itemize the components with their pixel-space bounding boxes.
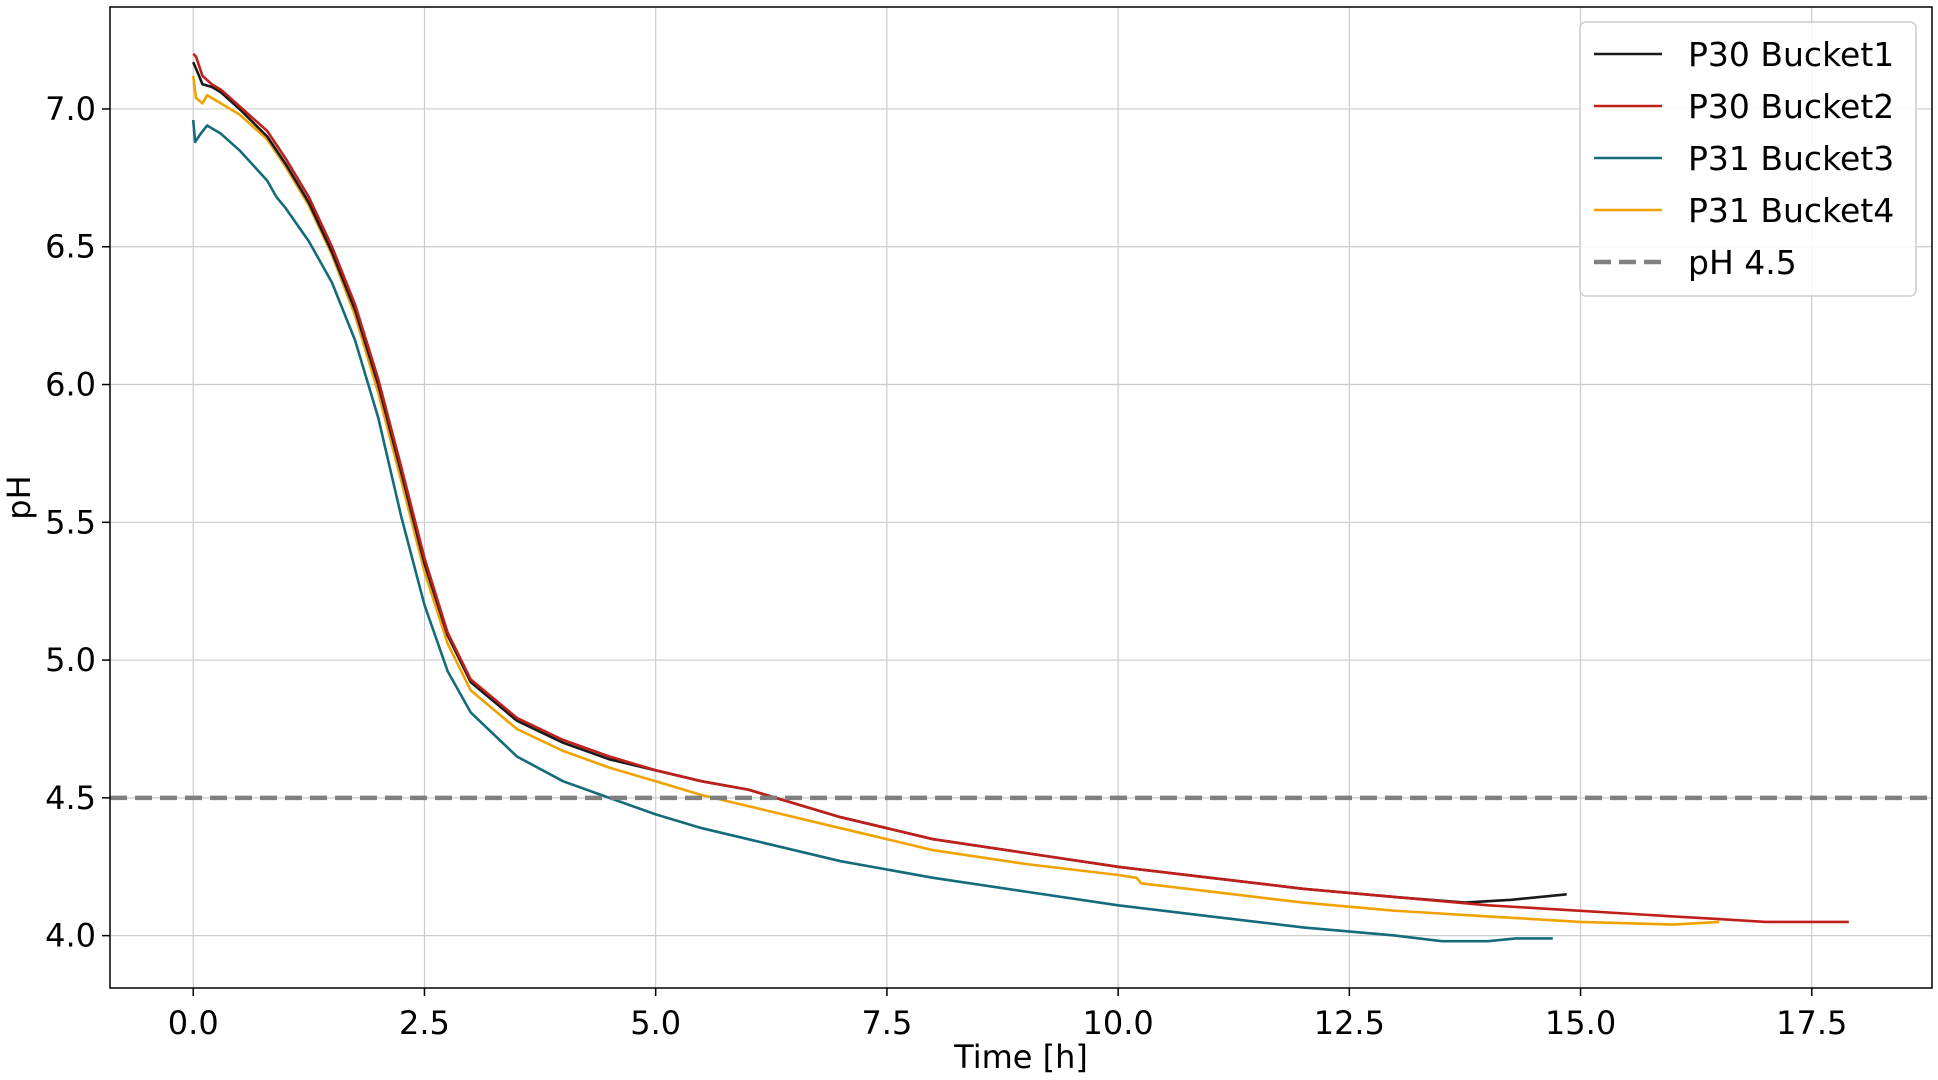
plot-frame xyxy=(109,6,1933,989)
legend-label: P31 Bucket3 xyxy=(1688,139,1894,178)
series-line-p31-bucket4 xyxy=(191,75,1720,926)
legend-label: P31 Bucket4 xyxy=(1688,191,1894,230)
y-tick-label: 7.0 xyxy=(45,90,96,128)
x-tick-label: 15.0 xyxy=(1545,1004,1616,1042)
x-tick-label: 7.5 xyxy=(861,1004,912,1042)
x-axis-title: Time [h] xyxy=(953,1038,1088,1076)
legend: P30 Bucket1 P30 Bucket2 P31 Bucket3 P31 Buc… xyxy=(1579,21,1917,297)
x-tick-label: 0.0 xyxy=(168,1004,219,1042)
y-tick-label: 4.5 xyxy=(45,779,96,817)
y-tick-label: 6.0 xyxy=(45,366,96,404)
series-lines xyxy=(110,52,1932,943)
y-tick-label: 5.5 xyxy=(45,503,96,541)
y-tick-label: 6.5 xyxy=(45,228,96,266)
x-tick-label: 5.0 xyxy=(630,1004,681,1042)
x-tick-label: 2.5 xyxy=(399,1004,450,1042)
y-axis-title: pH xyxy=(0,475,38,519)
legend-label: pH 4.5 xyxy=(1688,243,1797,282)
legend-box xyxy=(1579,21,1917,297)
series-line-p30-bucket2 xyxy=(192,52,1849,924)
y-tick-label: 5.0 xyxy=(45,641,96,679)
series-line-p30-bucket1 xyxy=(192,61,1567,904)
legend-label: P30 Bucket1 xyxy=(1688,35,1894,74)
y-tick-label: 4.0 xyxy=(45,917,96,955)
x-tick-label: 12.5 xyxy=(1314,1004,1385,1042)
series-line-p31-bucket3 xyxy=(191,119,1553,943)
x-tick-label: 17.5 xyxy=(1776,1004,1847,1042)
legend-label: P30 Bucket2 xyxy=(1688,87,1894,126)
axis-ticks: 0.0 2.5 5.0 7.5 10.0 12.5 15.0 17.5 4.0 4.5 5.0 5.5… xyxy=(45,90,1847,1042)
x-tick-label: 10.0 xyxy=(1082,1004,1153,1042)
